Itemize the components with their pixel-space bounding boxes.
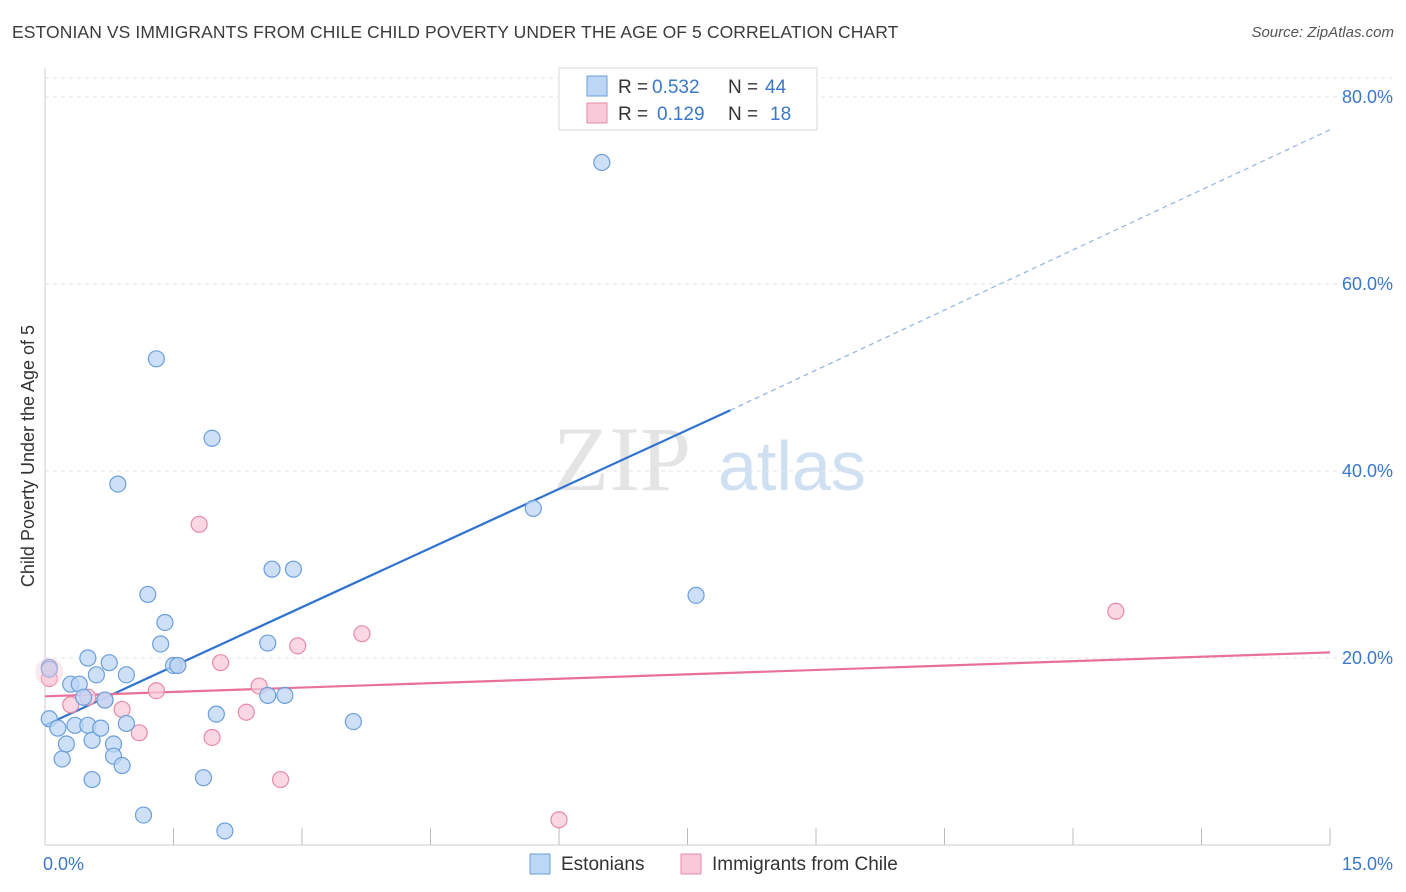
x-tick-label: 15.0% <box>1342 854 1393 874</box>
point-chile <box>190 515 208 533</box>
point-estonians <box>117 714 135 733</box>
point-estonians <box>92 719 110 737</box>
axis-layer: 20.0% 40.0% 60.0% 80.0% 0.0% 15.0% <box>43 68 1393 874</box>
legend-box: R = 0.532 N = 44 R = 0.129 N = 18 <box>558 67 818 131</box>
point-estonians <box>687 586 705 604</box>
point-chile <box>353 625 371 643</box>
point-estonians <box>49 719 67 737</box>
grid-layer <box>45 77 1392 659</box>
bottom-legend-estonians: Estonians <box>561 854 644 875</box>
y-tick-label: 80.0% <box>1342 87 1393 107</box>
legend-r-value: 0.532 <box>652 77 700 98</box>
point-estonians <box>53 750 71 768</box>
point-estonians <box>96 691 114 709</box>
watermark-atlas: atlas <box>718 427 866 505</box>
point-estonians <box>156 613 174 632</box>
legend-n-label: N = <box>728 77 758 98</box>
legend-r-value: 0.129 <box>657 104 705 125</box>
point-chile <box>130 724 148 742</box>
point-estonians <box>134 806 153 824</box>
point-estonians <box>344 712 362 731</box>
point-chile <box>147 682 165 700</box>
point-estonians <box>207 705 225 723</box>
point-estonians <box>113 756 131 775</box>
point-estonians <box>100 654 118 672</box>
y-tick-label: 20.0% <box>1342 648 1393 668</box>
point-estonians <box>524 499 542 517</box>
points-layer <box>35 153 1125 840</box>
point-estonians <box>117 666 135 684</box>
trendline-estonians-extension <box>730 129 1331 411</box>
legend-r-label: R = <box>618 77 648 98</box>
legend-n-label: N = <box>728 104 758 125</box>
point-estonians <box>276 686 294 705</box>
point-chile <box>203 728 221 747</box>
point-chile <box>237 703 255 721</box>
point-chile <box>62 696 80 714</box>
point-estonians <box>216 822 234 840</box>
legend-swatch-chile <box>586 102 608 124</box>
point-estonians <box>147 350 165 368</box>
y-axis-label: Child Poverty Under the Age of 5 <box>18 325 38 587</box>
point-chile <box>1107 602 1125 620</box>
point-estonians <box>83 731 101 749</box>
bottom-legend-chile: Immigrants from Chile <box>712 854 898 875</box>
source-label: Source: ZipAtlas.com <box>1251 24 1394 41</box>
bottom-legend-swatch-chile <box>680 853 702 875</box>
point-chile-large <box>35 658 64 687</box>
point-chile <box>271 770 290 789</box>
point-estonians <box>259 686 277 705</box>
point-estonians <box>83 770 101 789</box>
point-estonians <box>40 660 58 678</box>
point-estonians <box>74 688 93 706</box>
legend-n-value: 18 <box>770 104 791 125</box>
bottom-legend: Estonians Immigrants from Chile <box>529 853 898 875</box>
point-estonians <box>284 560 303 578</box>
legend-swatch-estonians <box>586 75 608 97</box>
y-tick-label: 40.0% <box>1342 461 1393 481</box>
point-estonians <box>109 475 127 493</box>
point-estonians <box>139 585 157 604</box>
point-estonians <box>79 649 97 667</box>
trendline-chile <box>44 651 1331 698</box>
point-estonians <box>57 735 76 753</box>
point-estonians <box>194 769 213 787</box>
y-tick-label: 60.0% <box>1342 274 1393 294</box>
legend-n-value: 44 <box>765 77 787 98</box>
x-tick-label: 0.0% <box>43 854 84 874</box>
point-chile <box>212 654 230 672</box>
chart-title: ESTONIAN VS IMMIGRANTS FROM CHILE CHILD … <box>12 22 899 42</box>
point-chile <box>289 637 307 655</box>
point-estonians <box>169 656 187 675</box>
trendline-estonians <box>44 409 731 727</box>
point-chile <box>550 811 568 829</box>
point-estonians <box>203 429 221 447</box>
legend-r-label: R = <box>618 104 648 125</box>
bottom-legend-swatch-estonians <box>529 853 551 875</box>
point-estonians <box>87 666 106 684</box>
point-estonians <box>593 153 611 172</box>
point-estonians <box>259 634 277 652</box>
point-estonians <box>263 560 281 578</box>
point-estonians <box>152 635 170 653</box>
